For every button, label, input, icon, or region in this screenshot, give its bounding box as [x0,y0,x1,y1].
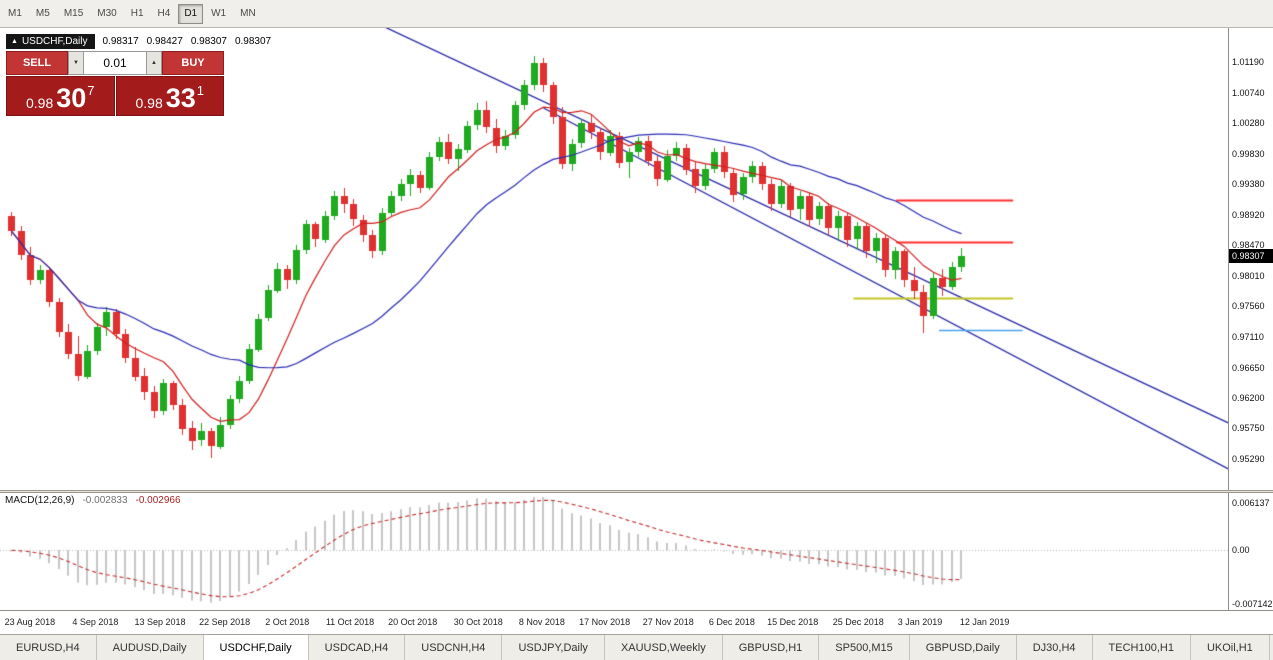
timeframe-button-m1[interactable]: M1 [8,8,22,19]
macd-name: MACD(12,26,9) [5,495,75,506]
price-tick: 0.97560 [1232,301,1265,312]
volume-increase-button[interactable]: ▲ [146,51,162,75]
sell-price-pips: 30 [56,83,87,114]
macd-canvas[interactable] [0,493,1228,610]
buy-button[interactable]: BUY [162,51,224,75]
timeframe-button-m30[interactable]: M30 [97,8,117,19]
timeframe-button-w1[interactable]: W1 [211,8,227,19]
symbol-label: ▲ USDCHF,Daily [6,34,95,49]
volume-input[interactable] [84,52,146,74]
sell-button[interactable]: SELL [6,51,68,75]
date-label: 4 Sep 2018 [72,617,119,627]
price-tick: 0.96200 [1232,392,1265,403]
timeframe-button-h4[interactable]: H4 [157,8,171,19]
date-label: 11 Oct 2018 [325,617,375,627]
macd-label: MACD(12,26,9) -0.002833 -0.002966 [5,495,181,506]
macd-tick: -0.007142 [1232,599,1273,609]
price-tick: 0.95750 [1232,423,1265,434]
macd-axis[interactable]: 0.006137 0.00 -0.007142 [1228,493,1273,610]
sell-price-point: 7 [87,83,95,98]
tab-dj30-h4[interactable]: DJ30,H4 [1017,635,1093,660]
chart-title: ▲ USDCHF,Daily 0.98317 0.98427 0.98307 0… [6,34,271,49]
time-axis[interactable]: 23 Aug 2018 4 Sep 2018 13 Sep 2018 22 Sep 2… [0,610,1273,634]
date-label: 13 Sep 2018 [134,617,186,627]
buy-price-display[interactable]: 0.98 33 1 [115,76,224,116]
ohlc-open: 0.98317 [102,36,139,47]
timeframe-button-m5[interactable]: M5 [35,8,50,19]
current-price-tag: 0.98307 [1229,249,1273,264]
date-label: 2 Oct 2018 [265,617,310,627]
timeframe-button-d1[interactable]: D1 [178,3,204,24]
ohlc-high: 0.98427 [146,36,183,47]
price-chart-pane: ▲ USDCHF,Daily 0.98317 0.98427 0.98307 0… [0,28,1228,490]
date-label: 22 Sep 2018 [199,617,251,627]
sell-price-display[interactable]: 0.98 30 7 [6,76,115,116]
price-tick: 0.98920 [1232,209,1265,220]
pane-splitter[interactable] [0,490,1273,493]
tab-usdcad-h4[interactable]: USDCAD,H4 [309,635,406,660]
tab-gbpusd-h1[interactable]: GBPUSD,H1 [723,635,820,660]
price-axis[interactable]: 0.98307 1.01190 1.00740 1.00280 0.99830 0.99… [1228,28,1273,490]
price-tick: 0.96650 [1232,362,1265,373]
expand-arrow-icon: ▲ [11,38,18,45]
tab-tech100-h1[interactable]: TECH100,H1 [1093,635,1191,660]
tab-usdjpy-daily[interactable]: USDJPY,Daily [502,635,605,660]
volume-decrease-button[interactable]: ▼ [68,51,84,75]
volume-field-wrap [84,51,146,75]
price-tick: 1.00280 [1232,118,1265,129]
tab-usdchf-daily[interactable]: USDCHF,Daily [203,635,309,660]
price-tick: 0.97110 [1232,331,1264,342]
date-label: 12 Jan 2019 [959,617,1010,627]
ohlc-values: 0.98317 0.98427 0.98307 0.98307 [103,36,272,47]
timeframe-button-mn[interactable]: MN [240,8,256,19]
date-label: 20 Oct 2018 [388,617,438,627]
date-label: 8 Nov 2018 [518,617,565,627]
date-label: 3 Jan 2019 [897,617,943,627]
one-click-trading-panel: SELL ▼ ▲ BUY 0.98 30 7 0.98 33 1 [6,51,224,116]
sell-price-base: 0.98 [25,95,54,111]
tab-sp500-m15[interactable]: SP500,M15 [819,635,910,660]
timeframe-toolbar: M1 M5 M15 M30 H1 H4 D1 W1 MN [0,0,1273,28]
ohlc-low: 0.98307 [190,36,227,47]
tab-audusd-daily[interactable]: AUDUSD,Daily [97,635,204,660]
tab-ukoil-h1[interactable]: UKOil,H1 [1191,635,1270,660]
timeframe-button-h1[interactable]: H1 [130,8,144,19]
date-label: 27 Nov 2018 [642,617,694,627]
tab-eurusd-h4[interactable]: EURUSD,H4 [0,635,97,660]
symbol-text: USDCHF,Daily [21,36,88,47]
buy-price-base: 0.98 [135,95,163,111]
date-label: 30 Oct 2018 [453,617,503,627]
macd-main-value: -0.002833 [82,495,128,506]
ohlc-close: 0.98307 [234,36,272,47]
tab-xauusd-weekly[interactable]: XAUUSD,Weekly [605,635,723,660]
timeframe-button-m15[interactable]: M15 [63,8,84,19]
price-tick: 0.95290 [1232,454,1265,465]
price-tick: 0.99830 [1232,148,1265,159]
date-label: 17 Nov 2018 [579,617,631,627]
macd-tick: 0.00 [1232,545,1250,556]
price-tick: 0.98010 [1232,271,1265,282]
buy-price-pips: 33 [165,83,196,114]
price-tick: 1.00740 [1232,87,1265,98]
macd-signal-value: -0.002966 [135,495,181,506]
date-label: 6 Dec 2018 [708,617,755,627]
date-label: 15 Dec 2018 [767,617,819,627]
price-tick: 1.01190 [1232,57,1264,68]
date-label: 25 Dec 2018 [832,617,884,627]
price-tick: 0.99380 [1232,179,1265,190]
date-label: 23 Aug 2018 [4,617,56,627]
price-tick: 0.98470 [1232,240,1265,251]
macd-indicator-pane: MACD(12,26,9) -0.002833 -0.002966 [0,493,1228,610]
macd-tick: 0.006137 [1232,498,1270,509]
buy-price-point: 1 [196,83,205,98]
tab-usdcnh-h4[interactable]: USDCNH,H4 [405,635,503,660]
chart-tabs: EURUSD,H4 AUDUSD,Daily USDCHF,Daily USDCAD,… [0,634,1273,660]
tab-gbpusd-daily[interactable]: GBPUSD,Daily [910,635,1017,660]
